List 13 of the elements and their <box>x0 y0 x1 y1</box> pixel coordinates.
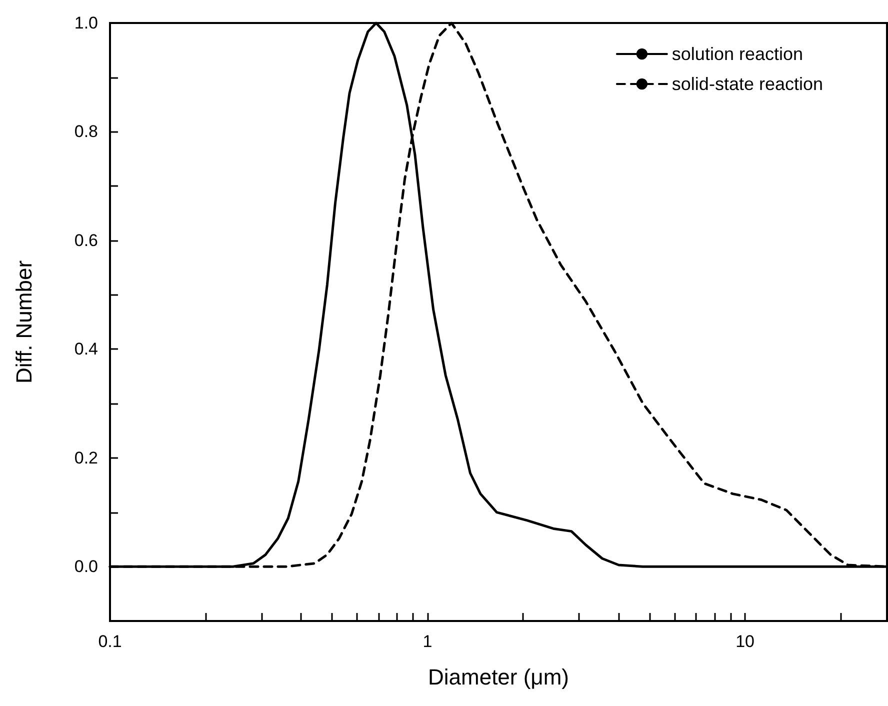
y-tick-label: 1.0 <box>74 14 98 32</box>
x-axis-title: Diameter (μm) <box>428 664 570 690</box>
y-tick-label: 0.4 <box>74 340 98 359</box>
legend-label: solution reaction <box>672 44 804 64</box>
x-tick-label: 1 <box>422 632 432 651</box>
y-tick-label: 0.6 <box>74 230 98 250</box>
y-tick-label: 0.8 <box>74 122 98 142</box>
y-axis-title: Diff. Number <box>12 260 36 384</box>
legend-label: solid-state reaction <box>672 74 824 94</box>
x-tick-label: 10 <box>736 632 754 651</box>
x-tick-label: 0.1 <box>98 632 122 651</box>
y-tick-label: 0.0 <box>74 557 98 576</box>
y-tick-label: 0.2 <box>74 448 98 468</box>
